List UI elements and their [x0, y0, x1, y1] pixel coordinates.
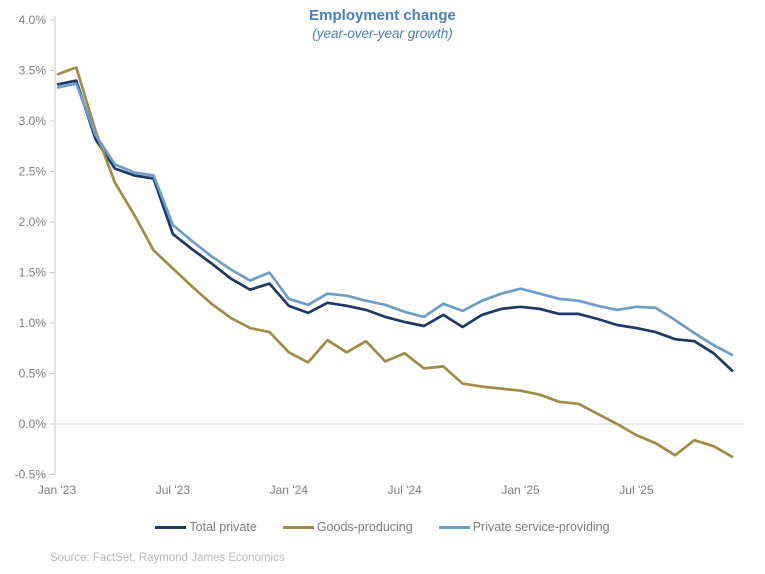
y-axis-label: 0.5%	[19, 367, 47, 381]
x-axis-label: Jan '23	[38, 483, 77, 497]
y-axis-label: 1.0%	[19, 316, 47, 330]
y-axis-label: 3.5%	[19, 64, 47, 78]
legend-item: Private service-providing	[438, 520, 610, 534]
x-axis-label: Jul '24	[388, 483, 423, 497]
y-axis-label: 2.5%	[19, 165, 47, 179]
y-axis-label: 2.0%	[19, 215, 47, 229]
series-line-private-service-providing	[56, 82, 734, 357]
y-axis-label: 4.0%	[19, 13, 47, 27]
x-axis-label: Jul '23	[156, 483, 191, 497]
chart-legend: Total private Goods-producing Private serv…	[0, 520, 765, 534]
legend-label: Private service-providing	[472, 520, 610, 534]
legend-swatch	[155, 525, 187, 529]
y-axis-label: 3.0%	[19, 114, 47, 128]
x-axis-label: Jan '25	[501, 483, 540, 497]
y-axis-label: 1.5%	[19, 266, 47, 280]
series-line-goods-producing	[56, 66, 734, 459]
source-note: Source: FactSet, Raymond James Economics	[50, 552, 285, 564]
legend-label: Total private	[189, 520, 257, 534]
y-axis-label: 0.0%	[19, 417, 47, 431]
legend-swatch	[438, 525, 470, 529]
x-axis-label: Jan '24	[270, 483, 309, 497]
legend-item: Total private	[155, 520, 257, 534]
y-axis-label: -0.5%	[15, 468, 47, 482]
legend-item: Goods-producing	[282, 520, 413, 534]
legend-label: Goods-producing	[316, 520, 413, 534]
legend-swatch	[282, 525, 314, 529]
x-axis-label: Jul '25	[619, 483, 654, 497]
line-chart: 4.0% 3.5% 3.0% 2.5% 2.0% 1.5% 1.0% 0.5% 0.0% -0.5…	[15, 13, 745, 497]
series-line-total-private	[56, 79, 734, 373]
